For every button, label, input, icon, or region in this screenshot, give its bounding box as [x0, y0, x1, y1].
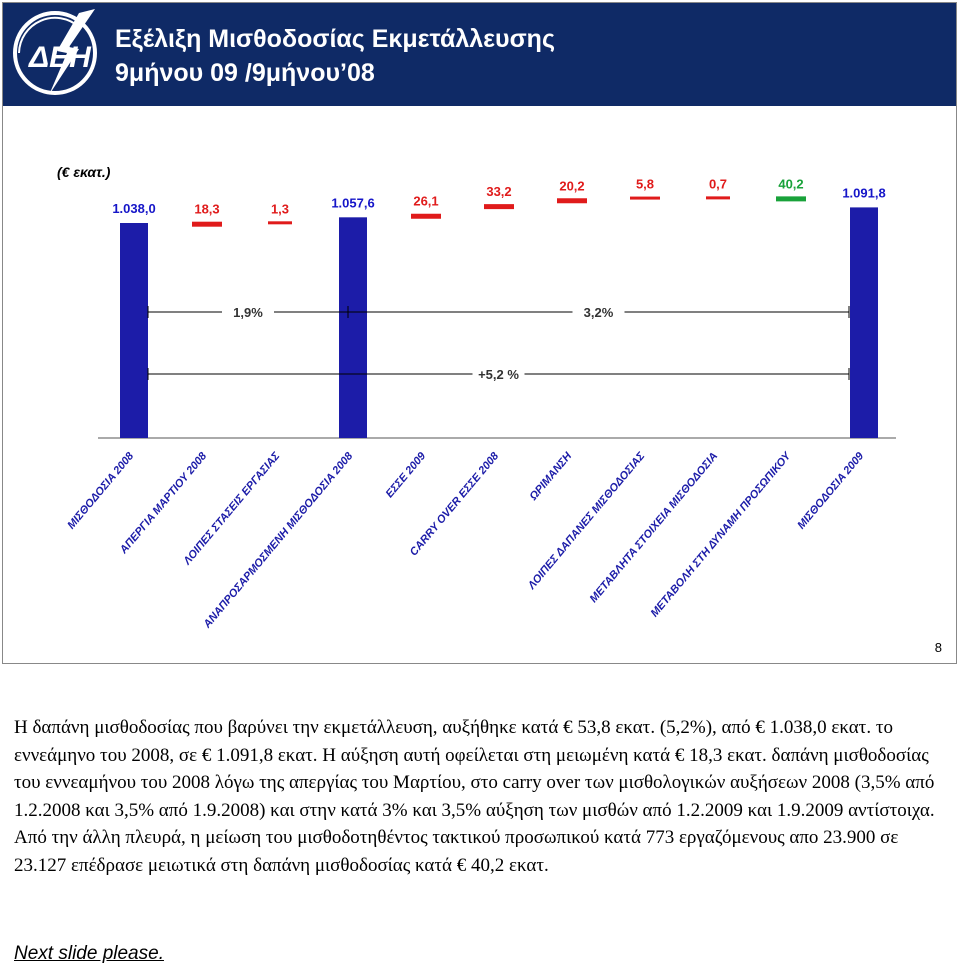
category-label: CARRY OVER ΕΣΣΕ 2008	[408, 450, 502, 559]
category-label: ΜΕΤΑΒΛΗΤΑ ΣΤΟΙΧΕΙΑ ΜΙΣΘΟΔΟΣΙΑ	[588, 450, 721, 605]
data-label: 5,8	[636, 177, 654, 192]
bar-increase	[706, 196, 730, 200]
annotation-label: 1,9%	[233, 305, 263, 320]
data-label: 18,3	[194, 202, 219, 217]
category-label: ΕΣΣΕ 2009	[384, 450, 429, 501]
unit-label: (€ εκατ.)	[57, 164, 111, 180]
category-label: ΑΝΑΠΡΟΣΑΡΜΟΣΜΕΝΗ ΜΙΣΘΟΔΟΣΙΑ 2008	[201, 450, 356, 632]
slide-subtitle: 9μήνου 09 /9μήνου’08	[115, 59, 375, 87]
annotation-label: +5,2 %	[478, 367, 519, 382]
category-label: ΜΕΤΑΒΟΛΗ ΣΤΗ ΔΥΝΑΜΗ ΠΡΟΣΩΠΙΚΟΥ	[649, 449, 795, 619]
data-label: 1.091,8	[842, 185, 885, 200]
bar-increase	[192, 221, 222, 227]
annotation-bg	[572, 302, 625, 322]
bar-increase	[268, 221, 292, 225]
data-label: 1.038,0	[112, 201, 155, 216]
next-slide-link[interactable]: Next slide please.	[14, 943, 164, 964]
bar-total	[850, 207, 878, 438]
logo-text: ΔΕΗ	[28, 41, 92, 74]
bar-increase	[630, 196, 660, 200]
data-label: 33,2	[486, 184, 511, 199]
slide-title: Εξέλιξη Μισθοδοσίας Εκμετάλλευσης	[115, 25, 555, 53]
slide: ΔΕΗ Εξέλιξη Μισθοδοσίας Εκμετάλλευσης 9μ…	[2, 2, 957, 664]
dei-logo-icon: ΔΕΗ	[13, 9, 97, 95]
bar-increase	[411, 213, 441, 219]
waterfall-chart: (€ εκατ.) 1.038,0 18,3 1,3 1.057,6 26,1 33,2 20…	[57, 164, 896, 632]
category-label: ΛΟΙΠΕΣ ΔΑΠΑΝΕΣ ΜΙΣΘΟΔΟΣΙΑΣ	[525, 450, 647, 593]
bar-increase	[484, 204, 514, 210]
bar-decrease	[776, 196, 806, 202]
data-label: 26,1	[413, 194, 438, 209]
annotation-label: 3,2%	[584, 305, 614, 320]
data-label: 20,2	[559, 178, 584, 193]
category-label: ΩΡΙΜΑΝΣΗ	[527, 449, 575, 503]
data-label: 1.057,6	[331, 195, 374, 210]
bar-total	[339, 217, 367, 438]
page-number: 8	[934, 640, 942, 655]
speaker-notes: Η δαπάνη μισθοδοσίας που βαρύνει την εκμ…	[14, 717, 935, 876]
category-label: ΜΙΣΘΟΔΟΣΙΑ 2009	[795, 450, 867, 532]
annotation-bg	[472, 364, 525, 384]
slide-header: ΔΕΗ Εξέλιξη Μισθοδοσίας Εκμετάλλευσης 9μ…	[3, 3, 956, 106]
category-label: ΜΙΣΘΟΔΟΣΙΑ 2008	[65, 450, 137, 532]
data-label: 1,3	[271, 201, 289, 216]
annotation-bg	[222, 302, 274, 322]
bar-increase	[557, 198, 587, 204]
data-label: 40,2	[778, 176, 803, 191]
data-label: 0,7	[709, 176, 727, 191]
bar-total	[120, 223, 148, 438]
